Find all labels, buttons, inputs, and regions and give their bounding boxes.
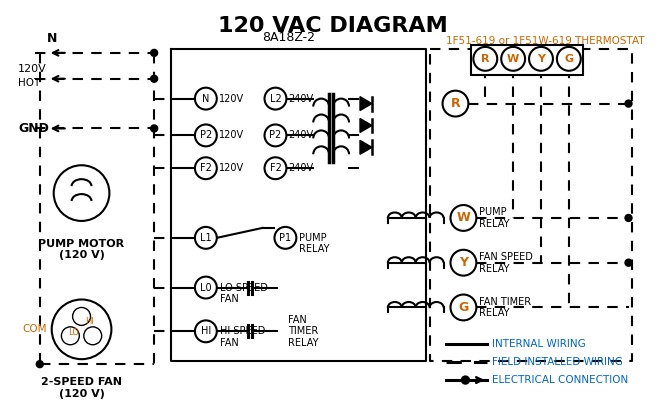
Text: INTERNAL WIRING: INTERNAL WIRING (492, 339, 586, 349)
Text: LO SPEED
FAN: LO SPEED FAN (220, 282, 267, 304)
Text: L1: L1 (200, 233, 212, 243)
Text: 240V: 240V (288, 163, 314, 173)
Text: HOT: HOT (18, 78, 40, 88)
Text: 240V: 240V (288, 130, 314, 140)
Circle shape (54, 165, 109, 221)
Bar (472, 45, 583, 75)
Text: HI SPEED
FAN: HI SPEED FAN (220, 326, 265, 348)
Circle shape (462, 376, 470, 384)
Circle shape (151, 125, 157, 132)
Text: Y: Y (459, 256, 468, 269)
Text: FIELD INSTALLED WIRING: FIELD INSTALLED WIRING (492, 357, 623, 367)
Circle shape (195, 124, 217, 146)
Circle shape (529, 47, 553, 71)
Circle shape (557, 47, 581, 71)
Text: P2: P2 (269, 130, 281, 140)
Circle shape (151, 49, 157, 56)
Circle shape (474, 47, 497, 71)
Text: Y: Y (537, 54, 545, 64)
Text: G: G (564, 54, 574, 64)
Text: 120V: 120V (219, 163, 244, 173)
Text: 120 VAC DIAGRAM: 120 VAC DIAGRAM (218, 16, 448, 36)
Text: GND: GND (18, 122, 49, 135)
Text: N: N (202, 93, 210, 103)
Circle shape (265, 157, 286, 179)
Text: R: R (451, 97, 460, 110)
Text: PUMP
RELAY: PUMP RELAY (479, 207, 510, 229)
Text: P1: P1 (279, 233, 291, 243)
Circle shape (195, 321, 217, 342)
Circle shape (195, 157, 217, 179)
Circle shape (450, 250, 476, 276)
Text: 1F51-619 or 1F51W-619 THERMOSTAT: 1F51-619 or 1F51W-619 THERMOSTAT (446, 36, 645, 46)
Text: 240V: 240V (288, 93, 314, 103)
Circle shape (62, 327, 79, 345)
Text: 120V: 120V (18, 64, 47, 74)
Text: HI: HI (85, 317, 94, 326)
Circle shape (72, 308, 90, 326)
Text: ELECTRICAL CONNECTION: ELECTRICAL CONNECTION (492, 375, 628, 385)
Circle shape (443, 91, 468, 116)
Circle shape (265, 124, 286, 146)
Text: FAN TIMER
RELAY: FAN TIMER RELAY (479, 297, 531, 318)
Text: 8A18Z-2: 8A18Z-2 (262, 31, 315, 44)
Circle shape (52, 300, 111, 359)
Text: LO: LO (68, 328, 79, 337)
Circle shape (195, 88, 217, 109)
Circle shape (265, 88, 286, 109)
Text: FAN
TIMER
RELAY: FAN TIMER RELAY (288, 315, 319, 348)
Text: FAN SPEED
RELAY: FAN SPEED RELAY (479, 252, 533, 274)
Text: PUMP
RELAY: PUMP RELAY (299, 233, 330, 254)
Text: PUMP MOTOR
(120 V): PUMP MOTOR (120 V) (38, 239, 125, 261)
Text: L2: L2 (269, 93, 281, 103)
Text: 2-SPEED FAN
(120 V): 2-SPEED FAN (120 V) (41, 377, 122, 398)
Circle shape (275, 227, 296, 249)
Text: F2: F2 (269, 163, 281, 173)
Text: N: N (46, 32, 57, 45)
Circle shape (195, 227, 217, 249)
Text: L0: L0 (200, 282, 212, 292)
Text: R: R (481, 54, 490, 64)
Text: 120V: 120V (219, 93, 244, 103)
Circle shape (151, 75, 157, 82)
Circle shape (195, 277, 217, 298)
Circle shape (450, 295, 476, 321)
Polygon shape (360, 119, 372, 132)
Circle shape (625, 215, 632, 221)
Circle shape (84, 327, 102, 345)
Polygon shape (360, 140, 372, 154)
Text: W: W (507, 54, 519, 64)
Text: 120V: 120V (219, 130, 244, 140)
Polygon shape (360, 97, 372, 111)
Circle shape (36, 361, 44, 367)
Text: G: G (458, 301, 468, 314)
Text: COM: COM (22, 324, 47, 334)
Text: P2: P2 (200, 130, 212, 140)
Text: HI: HI (201, 326, 211, 336)
Circle shape (450, 205, 476, 231)
Circle shape (625, 100, 632, 107)
Circle shape (625, 259, 632, 266)
Text: F2: F2 (200, 163, 212, 173)
Circle shape (501, 47, 525, 71)
Text: W: W (456, 212, 470, 225)
